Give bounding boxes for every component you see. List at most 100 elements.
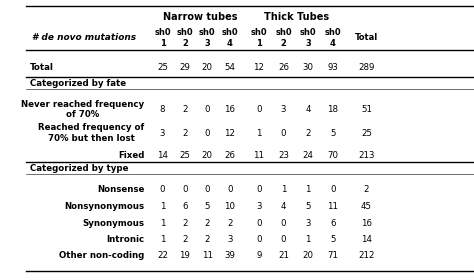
Text: 1: 1 bbox=[160, 235, 165, 244]
Text: Fixed: Fixed bbox=[118, 151, 145, 160]
Text: 26: 26 bbox=[224, 151, 235, 160]
Text: sh0
1: sh0 1 bbox=[251, 28, 267, 48]
Text: 71: 71 bbox=[328, 251, 338, 260]
Text: 0: 0 bbox=[182, 185, 188, 194]
Text: 0: 0 bbox=[281, 235, 286, 244]
Text: Synonymous: Synonymous bbox=[82, 219, 145, 228]
Text: 5: 5 bbox=[305, 202, 311, 211]
Text: 1: 1 bbox=[281, 185, 286, 194]
Text: 0: 0 bbox=[205, 129, 210, 137]
Text: 23: 23 bbox=[278, 151, 289, 160]
Text: 0: 0 bbox=[205, 185, 210, 194]
Text: 2: 2 bbox=[205, 219, 210, 228]
Text: sh0
4: sh0 4 bbox=[221, 28, 238, 48]
Text: 1: 1 bbox=[160, 219, 165, 228]
Text: 20: 20 bbox=[202, 151, 213, 160]
Text: 1: 1 bbox=[256, 129, 262, 137]
Text: 18: 18 bbox=[328, 105, 338, 114]
Text: 5: 5 bbox=[205, 202, 210, 211]
Text: 2: 2 bbox=[182, 129, 188, 137]
Text: 45: 45 bbox=[361, 202, 372, 211]
Text: 21: 21 bbox=[278, 251, 289, 260]
Text: 2: 2 bbox=[205, 235, 210, 244]
Text: 54: 54 bbox=[224, 63, 235, 72]
Text: 30: 30 bbox=[303, 63, 314, 72]
Text: 3: 3 bbox=[305, 219, 311, 228]
Text: 70: 70 bbox=[328, 151, 338, 160]
Text: 93: 93 bbox=[328, 63, 338, 72]
Text: Nonsynonymous: Nonsynonymous bbox=[64, 202, 145, 211]
Text: 3: 3 bbox=[160, 129, 165, 137]
Text: Narrow tubes: Narrow tubes bbox=[164, 12, 238, 22]
Text: sh0
1: sh0 1 bbox=[154, 28, 171, 48]
Text: 3: 3 bbox=[227, 235, 232, 244]
Text: 10: 10 bbox=[224, 202, 235, 211]
Text: 1: 1 bbox=[305, 185, 311, 194]
Text: 16: 16 bbox=[361, 219, 372, 228]
Text: 5: 5 bbox=[330, 129, 336, 137]
Text: 20: 20 bbox=[202, 63, 213, 72]
Text: 0: 0 bbox=[256, 219, 262, 228]
Text: 29: 29 bbox=[180, 63, 191, 72]
Text: Reached frequency of
70% but then lost: Reached frequency of 70% but then lost bbox=[38, 123, 145, 143]
Text: 0: 0 bbox=[256, 185, 262, 194]
Text: # de novo mutations: # de novo mutations bbox=[32, 33, 136, 42]
Text: 0: 0 bbox=[160, 185, 165, 194]
Text: 3: 3 bbox=[256, 202, 262, 211]
Text: sh0
3: sh0 3 bbox=[300, 28, 317, 48]
Text: 2: 2 bbox=[364, 185, 369, 194]
Text: Never reached frequency
of 70%: Never reached frequency of 70% bbox=[21, 99, 145, 119]
Text: 16: 16 bbox=[224, 105, 235, 114]
Text: 51: 51 bbox=[361, 105, 372, 114]
Text: 25: 25 bbox=[361, 129, 372, 137]
Text: 0: 0 bbox=[330, 185, 336, 194]
Text: 213: 213 bbox=[358, 151, 374, 160]
Text: 1: 1 bbox=[305, 235, 311, 244]
Text: 2: 2 bbox=[305, 129, 311, 137]
Text: 0: 0 bbox=[281, 219, 286, 228]
Text: 9: 9 bbox=[256, 251, 262, 260]
Text: 8: 8 bbox=[160, 105, 165, 114]
Text: 12: 12 bbox=[224, 129, 235, 137]
Text: 0: 0 bbox=[256, 105, 262, 114]
Text: 25: 25 bbox=[179, 151, 191, 160]
Text: 0: 0 bbox=[256, 235, 262, 244]
Text: 6: 6 bbox=[182, 202, 188, 211]
Text: 14: 14 bbox=[361, 235, 372, 244]
Text: 1: 1 bbox=[160, 202, 165, 211]
Text: 4: 4 bbox=[305, 105, 311, 114]
Text: 212: 212 bbox=[358, 251, 374, 260]
Text: Nonsense: Nonsense bbox=[97, 185, 145, 194]
Text: 25: 25 bbox=[157, 63, 168, 72]
Text: sh0
4: sh0 4 bbox=[325, 28, 341, 48]
Text: Categorized by fate: Categorized by fate bbox=[30, 79, 127, 88]
Text: 19: 19 bbox=[180, 251, 191, 260]
Text: sh0
2: sh0 2 bbox=[275, 28, 292, 48]
Text: 289: 289 bbox=[358, 63, 374, 72]
Text: 11: 11 bbox=[254, 151, 264, 160]
Text: 39: 39 bbox=[224, 251, 235, 260]
Text: 3: 3 bbox=[281, 105, 286, 114]
Text: Categorized by type: Categorized by type bbox=[30, 164, 129, 173]
Text: 22: 22 bbox=[157, 251, 168, 260]
Text: Intronic: Intronic bbox=[107, 235, 145, 244]
Text: Total: Total bbox=[30, 63, 54, 72]
Text: 26: 26 bbox=[278, 63, 289, 72]
Text: 2: 2 bbox=[182, 105, 188, 114]
Text: 11: 11 bbox=[202, 251, 213, 260]
Text: 0: 0 bbox=[227, 185, 232, 194]
Text: Total: Total bbox=[355, 33, 378, 42]
Text: 11: 11 bbox=[328, 202, 338, 211]
Text: 2: 2 bbox=[182, 235, 188, 244]
Text: 14: 14 bbox=[157, 151, 168, 160]
Text: Other non-coding: Other non-coding bbox=[59, 251, 145, 260]
Text: 4: 4 bbox=[281, 202, 286, 211]
Text: 6: 6 bbox=[330, 219, 336, 228]
Text: Thick Tubes: Thick Tubes bbox=[264, 12, 329, 22]
Text: 0: 0 bbox=[205, 105, 210, 114]
Text: 2: 2 bbox=[227, 219, 232, 228]
Text: 2: 2 bbox=[182, 219, 188, 228]
Text: 24: 24 bbox=[303, 151, 314, 160]
Text: sh0
2: sh0 2 bbox=[177, 28, 193, 48]
Text: sh0
3: sh0 3 bbox=[199, 28, 216, 48]
